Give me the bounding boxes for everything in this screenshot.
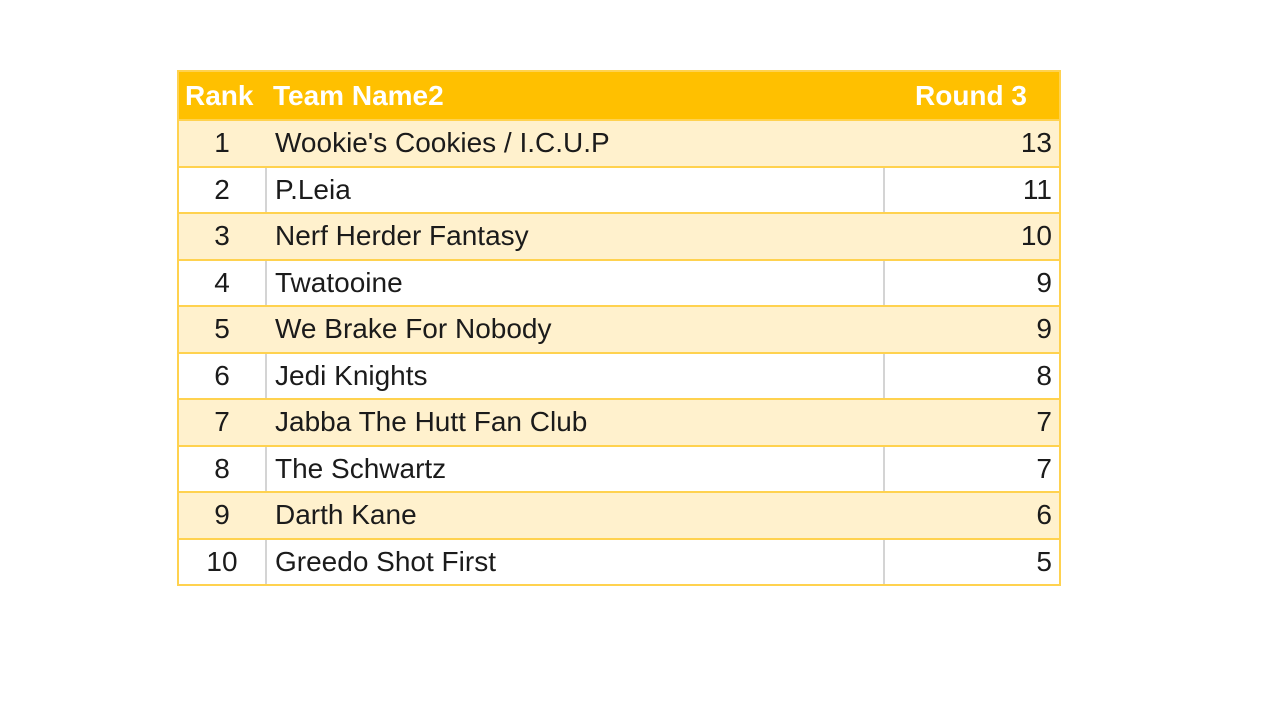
round3-score-cell: 10 — [1020, 220, 1052, 252]
rank-cell: 3 — [214, 220, 230, 252]
round3-score-cell: 7 — [1036, 406, 1052, 438]
team-name-cell: Twatooine — [265, 260, 883, 305]
table-row: 7 Jabba The Hutt Fan Club 7 — [179, 398, 1059, 445]
round3-score-cell: 11 — [883, 167, 1059, 212]
rank-cell: 6 — [214, 359, 230, 391]
rank-cell: 4 — [214, 266, 230, 298]
leaderboard-table: Rank Team Name2 Round 3 1 Wookie's Cookie… — [177, 70, 1061, 586]
round3-score-cell: 5 — [883, 539, 1059, 584]
team-name-cell: The Schwartz — [265, 446, 883, 491]
rank-cell: 8 — [214, 452, 230, 484]
team-name-cell: P.Leia — [265, 167, 883, 212]
header-rank: Rank — [185, 79, 254, 111]
team-name-cell: Nerf Herder Fantasy — [275, 220, 529, 252]
table-row: 10 Greedo Shot First 5 — [179, 537, 1059, 584]
team-name-cell: Jabba The Hutt Fan Club — [275, 406, 588, 438]
rank-cell: 2 — [214, 173, 230, 205]
team-name-cell: Greedo Shot First — [265, 539, 883, 584]
header-team-name: Team Name2 — [273, 79, 444, 111]
table-row: 1 Wookie's Cookies / I.C.U.P 13 — [179, 119, 1059, 166]
team-name-cell: Darth Kane — [275, 499, 417, 531]
table-row: 9 Darth Kane 6 — [179, 491, 1059, 538]
table-row: 2 P.Leia 11 — [179, 165, 1059, 212]
table-row: 8 The Schwartz 7 — [179, 444, 1059, 491]
round3-score-cell: 9 — [883, 260, 1059, 305]
round3-score-cell: 6 — [1036, 499, 1052, 531]
round3-score-cell: 9 — [1036, 313, 1052, 345]
header-round-3: Round 3 — [915, 79, 1027, 111]
rank-cell: 7 — [214, 406, 230, 438]
round3-score-cell: 7 — [883, 446, 1059, 491]
table-row: 5 We Brake For Nobody 9 — [179, 305, 1059, 352]
table-body: 1 Wookie's Cookies / I.C.U.P 13 2 P.Leia 11 3 N… — [179, 119, 1059, 584]
team-name-cell: We Brake For Nobody — [275, 313, 552, 345]
rank-cell: 5 — [214, 313, 230, 345]
round3-score-cell: 8 — [883, 353, 1059, 398]
team-name-cell: Wookie's Cookies / I.C.U.P — [275, 127, 610, 159]
table-header-row: Rank Team Name2 Round 3 — [179, 72, 1059, 119]
rank-cell: 1 — [214, 127, 230, 159]
rank-cell: 10 — [206, 545, 238, 577]
round3-score-cell: 13 — [1020, 127, 1052, 159]
rank-cell: 9 — [214, 499, 230, 531]
team-name-cell: Jedi Knights — [265, 353, 883, 398]
table-row: 3 Nerf Herder Fantasy 10 — [179, 212, 1059, 259]
table-row: 6 Jedi Knights 8 — [179, 351, 1059, 398]
table-row: 4 Twatooine 9 — [179, 258, 1059, 305]
